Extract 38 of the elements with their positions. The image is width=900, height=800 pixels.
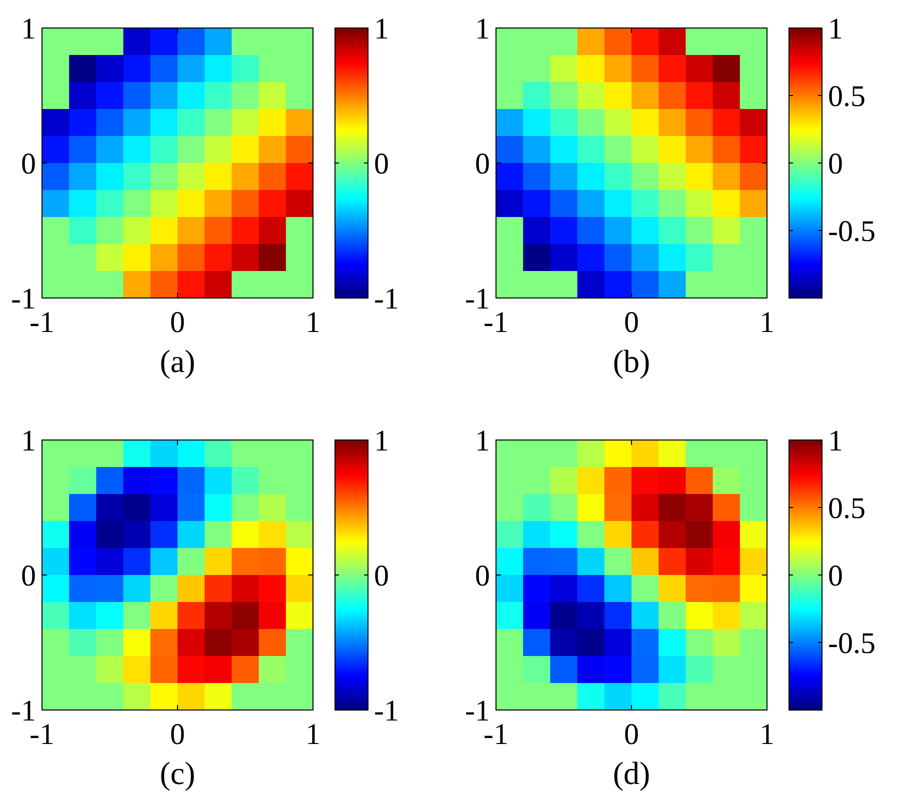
x-tick-label: 1 (306, 718, 320, 751)
y-tick-label: 0 (21, 560, 36, 592)
x-tick-label: 1 (760, 718, 774, 751)
x-axis-title: (d) (612, 755, 650, 791)
y-tick-label: 0 (21, 148, 36, 180)
color-bar-label: -1 (374, 282, 399, 316)
y-tick-label: -1 (11, 282, 36, 316)
color-bar-label: 1 (374, 12, 389, 46)
color-bar-label: 1 (374, 424, 389, 458)
y-tick-label: 1 (21, 424, 36, 458)
color-bar-label: 1 (828, 12, 843, 46)
x-tick-label: 1 (760, 306, 774, 339)
x-tick-label: 1 (306, 306, 320, 339)
color-bar-label: 0 (374, 148, 389, 180)
x-tick-label: 0 (624, 718, 639, 751)
x-axis-title: (a) (160, 343, 196, 379)
x-axis-title: (b) (612, 343, 650, 379)
color-bar-label: 0 (828, 148, 843, 180)
y-tick-label: -1 (465, 694, 490, 728)
x-tick-label: 0 (170, 718, 185, 751)
x-tick-label: 0 (170, 306, 185, 339)
x-tick-label: 0 (624, 306, 639, 339)
y-tick-label: 1 (475, 12, 490, 46)
y-tick-label: -1 (465, 282, 490, 316)
y-tick-label: 1 (475, 424, 490, 458)
color-bar-label: 0 (374, 560, 389, 592)
y-tick-label: 0 (475, 560, 490, 592)
color-bar-label: 0.5 (828, 492, 866, 525)
color-bar-label: -0.5 (828, 215, 876, 248)
y-tick-label: -1 (11, 694, 36, 728)
color-bar-label: -0.5 (828, 627, 876, 660)
color-bar-label: 0 (828, 560, 843, 592)
color-bar-label: 0.5 (828, 80, 866, 113)
x-axis-title: (c) (160, 755, 196, 791)
color-bar-label: -1 (374, 694, 399, 728)
y-tick-label: 1 (21, 12, 36, 46)
y-tick-label: 0 (475, 148, 490, 180)
color-bar-label: 1 (828, 424, 843, 458)
